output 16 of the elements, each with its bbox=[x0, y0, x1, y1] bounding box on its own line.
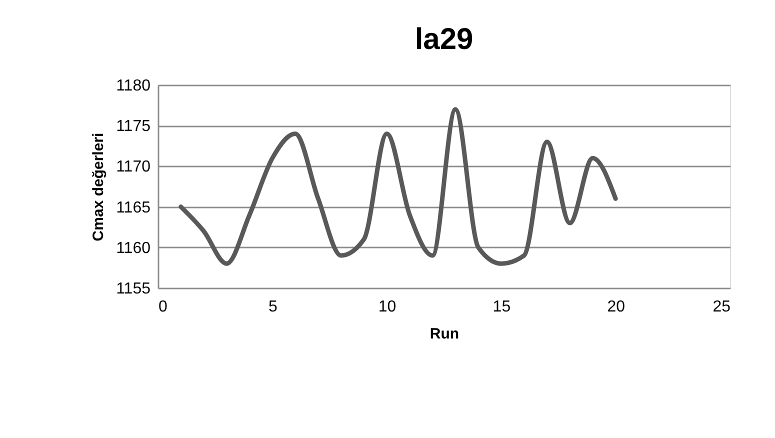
y-tick-label: 1175 bbox=[116, 118, 151, 136]
y-tick-label: 1180 bbox=[116, 78, 151, 94]
y-axis-title: Cmax değerleri bbox=[90, 132, 108, 242]
y-tick-label: 1170 bbox=[116, 158, 151, 176]
chart-title: la29 bbox=[414, 23, 474, 56]
x-axis-title: Run bbox=[430, 326, 460, 342]
y-tick-label: 1155 bbox=[116, 280, 151, 298]
y-tick-label: 1165 bbox=[116, 199, 151, 216]
x-tick-label: 15 bbox=[492, 298, 511, 316]
x-tick-label: 20 bbox=[607, 298, 626, 316]
x-tick-label: 25 bbox=[712, 298, 731, 316]
x-tick-label: 0 bbox=[158, 298, 168, 316]
x-tick-label: 10 bbox=[378, 298, 396, 316]
x-tick-label: 5 bbox=[268, 298, 278, 316]
line-series bbox=[178, 107, 618, 266]
y-tick-label: 1160 bbox=[116, 240, 151, 257]
